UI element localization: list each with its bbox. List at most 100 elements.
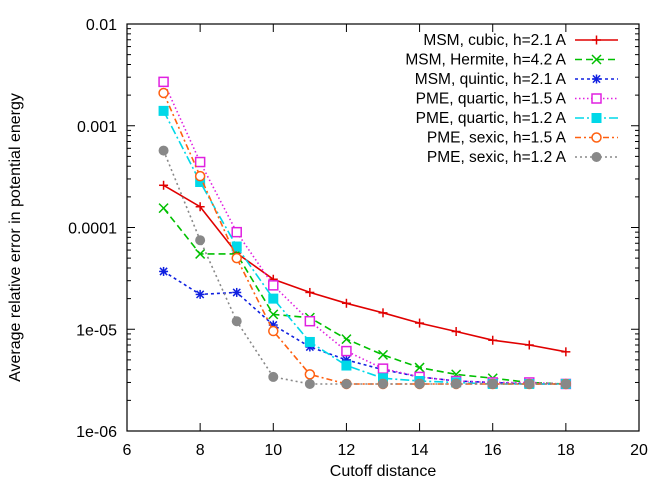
data-point bbox=[158, 105, 169, 116]
data-point bbox=[488, 335, 498, 345]
data-point bbox=[304, 369, 316, 380]
marker-stroke bbox=[377, 349, 389, 360]
y-tick-label: 0.01 bbox=[86, 17, 117, 34]
data-point bbox=[341, 298, 351, 308]
y-tick-label: 0.0001 bbox=[68, 221, 117, 238]
legend-label: PME, quartic, h=1.5 A bbox=[416, 91, 567, 108]
series-line bbox=[162, 150, 566, 385]
data-point bbox=[159, 266, 169, 276]
data-point bbox=[231, 252, 242, 264]
x-tick-label: 6 bbox=[123, 442, 132, 459]
data-point bbox=[158, 76, 169, 88]
data-point bbox=[377, 349, 389, 360]
legend-item: MSM, Hermite, h=4.2 A bbox=[405, 52, 618, 69]
data-point bbox=[341, 334, 352, 345]
data-point bbox=[268, 280, 279, 291]
data-point bbox=[195, 289, 205, 299]
data-point bbox=[194, 170, 206, 182]
tick-layer: 6 8 10 12 14 16 18 20 1e-06 1e-05 0.0001 0.001 0.01 bbox=[68, 17, 648, 459]
data-point bbox=[591, 152, 602, 162]
data-point bbox=[524, 340, 534, 350]
series bbox=[159, 180, 571, 357]
data-point bbox=[341, 360, 352, 371]
legend-label: MSM, Hermite, h=4.2 A bbox=[405, 52, 566, 69]
series-layer bbox=[158, 76, 572, 390]
legend-label: PME, sexic, h=1.5 A bbox=[427, 130, 567, 147]
data-point bbox=[378, 308, 388, 318]
data-point bbox=[414, 378, 425, 389]
data-point bbox=[592, 74, 601, 84]
marker-stroke bbox=[196, 290, 205, 299]
series bbox=[158, 145, 571, 389]
data-point bbox=[414, 362, 425, 373]
data-point bbox=[524, 378, 535, 389]
x-tick-label: 18 bbox=[557, 442, 575, 459]
legend-label: PME, sexic, h=1.2 A bbox=[427, 149, 567, 166]
legend-item: PME, sexic, h=1.5 A bbox=[427, 130, 618, 147]
data-point bbox=[159, 180, 169, 190]
data-point bbox=[231, 226, 242, 238]
data-point bbox=[268, 371, 279, 382]
x-tick-label: 12 bbox=[338, 442, 356, 459]
data-point bbox=[415, 318, 425, 328]
y-tick-label: 1e-06 bbox=[76, 424, 117, 441]
data-point bbox=[591, 93, 602, 104]
data-point bbox=[305, 287, 315, 297]
data-point bbox=[560, 378, 571, 389]
data-point bbox=[304, 315, 316, 327]
marker-stroke bbox=[159, 267, 168, 276]
data-point bbox=[561, 347, 571, 357]
series-line bbox=[162, 92, 566, 385]
data-point bbox=[268, 325, 279, 337]
series-line bbox=[163, 270, 566, 385]
data-point bbox=[377, 363, 389, 374]
legend-item: MSM, cubic, h=2.1 A bbox=[423, 32, 618, 49]
data-point bbox=[378, 378, 388, 389]
data-point bbox=[304, 378, 315, 389]
data-point bbox=[341, 378, 352, 389]
data-point bbox=[451, 378, 462, 389]
legend: MSM, cubic, h=2.1 A MSM, Hermite, h=4.2 A… bbox=[405, 32, 618, 166]
data-point bbox=[592, 35, 601, 45]
x-tick-label: 20 bbox=[630, 442, 648, 459]
marker-stroke bbox=[592, 74, 601, 84]
data-point bbox=[487, 378, 498, 389]
x-axis-title: Cutoff distance bbox=[330, 463, 437, 480]
data-point bbox=[195, 235, 206, 246]
y-tick-label: 1e-05 bbox=[76, 322, 117, 339]
data-point bbox=[451, 327, 461, 337]
data-point bbox=[232, 287, 242, 297]
legend-item: PME, quartic, h=1.5 A bbox=[416, 91, 618, 108]
legend-label: MSM, cubic, h=2.1 A bbox=[423, 32, 566, 49]
marker-stroke bbox=[158, 203, 169, 214]
data-point bbox=[591, 132, 602, 143]
x-tick-label: 16 bbox=[484, 442, 502, 459]
data-point bbox=[591, 54, 602, 65]
series-line bbox=[162, 207, 566, 385]
data-point bbox=[231, 316, 242, 327]
series-line bbox=[163, 184, 567, 353]
data-point bbox=[268, 293, 279, 304]
marker-stroke bbox=[195, 248, 206, 259]
data-point bbox=[341, 345, 352, 357]
data-point bbox=[158, 203, 169, 214]
x-tick-label: 8 bbox=[196, 442, 205, 459]
series-line bbox=[162, 81, 566, 385]
marker-stroke bbox=[232, 288, 241, 297]
marker-stroke bbox=[268, 309, 279, 320]
data-point bbox=[195, 202, 205, 212]
data-point bbox=[591, 113, 602, 123]
series bbox=[158, 203, 571, 389]
data-point bbox=[158, 145, 169, 156]
data-point bbox=[194, 156, 206, 168]
x-tick-label: 14 bbox=[411, 442, 429, 459]
legend-item: PME, sexic, h=1.2 A bbox=[427, 149, 618, 166]
marker-stroke bbox=[414, 362, 425, 373]
y-tick-label: 0.001 bbox=[77, 119, 117, 136]
legend-label: PME, quartic, h=1.2 A bbox=[416, 110, 567, 127]
marker-stroke bbox=[341, 334, 352, 345]
data-point bbox=[268, 309, 279, 320]
y-axis-title: Average relative error in potential ener… bbox=[7, 93, 24, 382]
data-point bbox=[158, 87, 169, 99]
